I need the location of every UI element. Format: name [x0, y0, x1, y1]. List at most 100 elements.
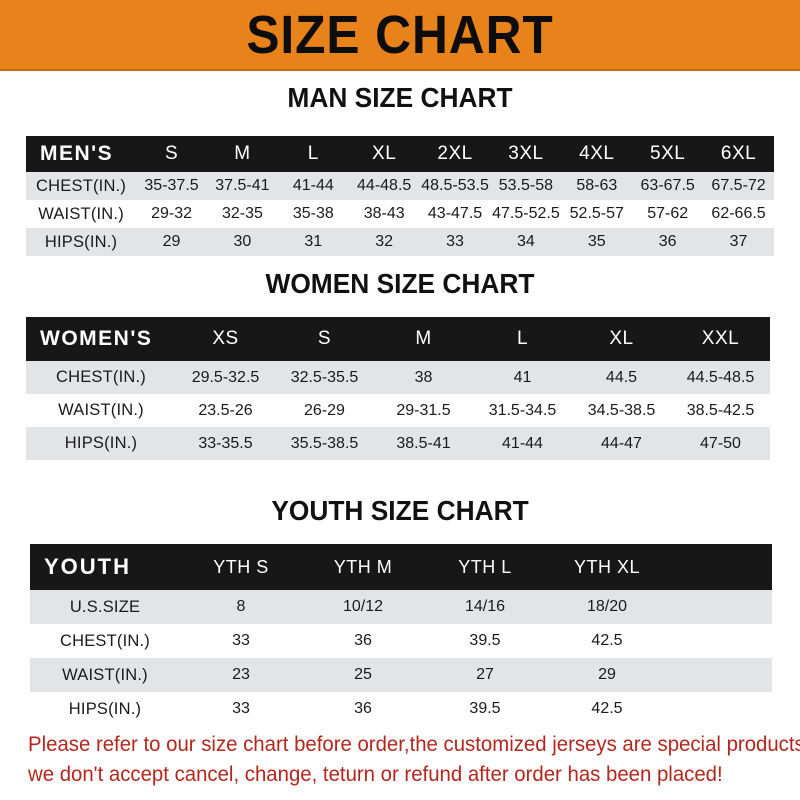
men-size-header: 4XL — [579, 143, 615, 164]
women-cell: 29.5-32.5 — [191, 368, 260, 386]
men-cell: 67.5-72 — [711, 177, 766, 194]
women-table-body: WOMEN'S XS S M L XL XXL CHEST(IN.) 29.5-… — [26, 317, 770, 460]
men-size-header: L — [307, 143, 319, 164]
youth-cell: 10/12 — [342, 598, 384, 615]
men-cell: 35-37.5 — [144, 177, 199, 194]
youth-cell: 36 — [354, 632, 372, 649]
men-cell: 29-32 — [151, 205, 192, 222]
women-cell: 31.5-34.5 — [488, 401, 557, 419]
men-cell: 63-67.5 — [640, 177, 695, 194]
women-cell: 33-35.5 — [198, 434, 253, 452]
women-header-row: WOMEN'S XS S M L XL XXL — [26, 317, 770, 361]
women-size-table: WOMEN'S XS S M L XL XXL CHEST(IN.) 29.5-… — [26, 317, 770, 460]
table-row: CHEST(IN.) 33 36 39.5 42.5 — [30, 624, 772, 658]
women-size-header: XL — [609, 328, 634, 349]
men-cell: 52.5-57 — [569, 205, 624, 222]
table-row: U.S.SIZE 8 10/12 14/16 18/20 — [30, 590, 772, 624]
women-size-header: XXL — [701, 328, 740, 349]
youth-cell-spacer — [668, 624, 772, 658]
men-row-label: CHEST(IN.) — [36, 176, 127, 195]
women-row-label: WAIST(IN.) — [58, 401, 144, 419]
man-section-title: MAN SIZE CHART — [287, 82, 513, 113]
men-cell: 37.5-41 — [215, 177, 270, 194]
youth-row-label: HIPS(IN.) — [68, 699, 142, 718]
footer-note-line-1: Please refer to our size chart before or… — [28, 733, 800, 756]
women-size-header: L — [516, 328, 529, 349]
men-cell: 38-43 — [363, 205, 405, 222]
women-row-label: HIPS(IN.) — [64, 434, 138, 452]
men-cell: 30 — [233, 233, 252, 250]
women-cell: 38.5-42.5 — [686, 401, 755, 419]
youth-cell: 36 — [354, 700, 372, 717]
youth-cell: 39.5 — [469, 632, 501, 649]
youth-cell: 25 — [354, 666, 372, 683]
youth-table-body: YOUTH YTH S YTH M YTH L YTH XL U.S.SIZE … — [30, 544, 772, 726]
youth-header-row: YOUTH YTH S YTH M YTH L YTH XL — [30, 544, 772, 590]
footer-note: Please refer to our size chart before or… — [28, 730, 800, 791]
youth-row-label: U.S.SIZE — [69, 597, 141, 616]
men-cell: 34 — [517, 233, 535, 250]
youth-cell: 27 — [476, 666, 494, 683]
men-cell: 35 — [587, 233, 606, 250]
women-cell: 44.5-48.5 — [686, 368, 755, 386]
youth-row-label: CHEST(IN.) — [60, 631, 150, 650]
women-cell: 41-44 — [502, 434, 543, 452]
women-cell: 23.5-26 — [198, 401, 253, 419]
youth-cell: 42.5 — [591, 632, 623, 649]
youth-size-table: YOUTH YTH S YTH M YTH L YTH XL U.S.SIZE … — [30, 544, 772, 726]
men-cell: 32-35 — [221, 205, 263, 222]
youth-size-header: YTH S — [213, 556, 269, 577]
banner-title: SIZE CHART — [246, 4, 554, 65]
men-size-header: M — [234, 143, 251, 164]
men-size-header: 3XL — [508, 143, 544, 164]
youth-cell: 18/20 — [586, 598, 628, 615]
youth-cell: 33 — [232, 632, 250, 649]
women-section-title: WOMEN SIZE CHART — [265, 268, 535, 299]
women-size-header: S — [317, 328, 332, 349]
men-size-header: 2XL — [437, 143, 473, 164]
banner: SIZE CHART — [0, 0, 800, 71]
youth-cell: 42.5 — [591, 700, 623, 717]
men-cell: 57-62 — [647, 205, 689, 222]
table-row: WAIST(IN.) 29-32 32-35 35-38 38-43 43-47… — [26, 200, 774, 228]
youth-cell-spacer — [668, 590, 772, 624]
youth-size-header: YTH L — [458, 556, 512, 577]
men-table-body: MEN'S S M L XL 2XL 3XL 4XL 5XL 6XL CHEST… — [26, 136, 774, 256]
youth-section-title: YOUTH SIZE CHART — [271, 495, 529, 526]
women-size-header: M — [415, 328, 432, 349]
youth-cell: 29 — [598, 666, 616, 683]
men-cell: 35-38 — [292, 205, 334, 222]
men-cell: 36 — [658, 233, 677, 250]
youth-cell: 14/16 — [464, 598, 506, 615]
youth-row-label: WAIST(IN.) — [62, 665, 148, 684]
table-row: HIPS(IN.) 33-35.5 35.5-38.5 38.5-41 41-4… — [26, 427, 770, 460]
women-cell: 44.5 — [605, 368, 638, 386]
women-row-label: CHEST(IN.) — [56, 368, 146, 386]
youth-cell: 8 — [236, 598, 246, 615]
men-cell: 58-63 — [576, 177, 618, 194]
women-cell: 35.5-38.5 — [290, 434, 359, 452]
men-cell: 48.5-53.5 — [421, 177, 489, 194]
men-header-row: MEN'S S M L XL 2XL 3XL 4XL 5XL 6XL — [26, 136, 774, 172]
men-cell: 53.5-58 — [498, 177, 554, 194]
men-corner-label: MEN'S — [40, 142, 114, 165]
men-cell: 62-66.5 — [711, 205, 766, 222]
youth-corner-label: YOUTH — [44, 554, 131, 579]
men-size-header: S — [164, 143, 179, 164]
men-cell: 41-44 — [292, 177, 334, 194]
women-cell: 29-31.5 — [396, 401, 451, 419]
men-cell: 33 — [446, 233, 464, 250]
table-row: HIPS(IN.) 29 30 31 32 33 34 35 36 37 — [26, 228, 774, 256]
men-cell: 43-47.5 — [427, 205, 483, 222]
men-row-label: WAIST(IN.) — [38, 204, 124, 223]
men-row-label: HIPS(IN.) — [44, 232, 118, 251]
men-cell: 37 — [729, 233, 748, 250]
men-cell: 29 — [162, 233, 181, 250]
women-size-header: XS — [212, 328, 239, 349]
men-cell: 44-48.5 — [357, 177, 412, 194]
table-row: HIPS(IN.) 33 36 39.5 42.5 — [30, 692, 772, 726]
men-size-header: 6XL — [720, 143, 757, 164]
footer-note-line-2: we don't accept cancel, change, teturn o… — [28, 763, 723, 787]
table-row: WAIST(IN.) 23.5-26 26-29 29-31.5 31.5-34… — [26, 394, 770, 427]
men-size-header: 5XL — [650, 143, 686, 164]
